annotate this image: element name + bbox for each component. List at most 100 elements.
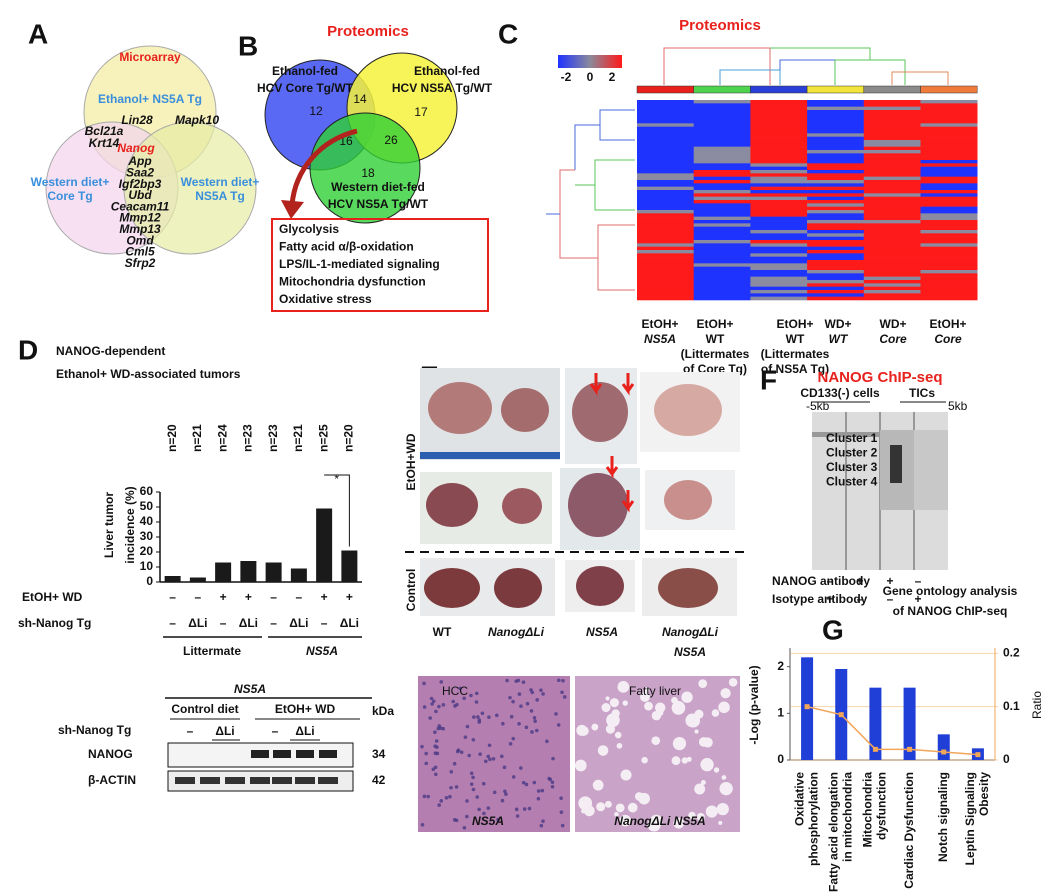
y-axis-label: Liver tumor <box>102 492 116 558</box>
x-tick-label: in mitochondria <box>840 772 854 862</box>
heatmap-cell <box>693 226 751 231</box>
panel-title: NANOG-dependent <box>56 344 165 358</box>
heatmap-cell <box>920 136 978 141</box>
condition-mark: + <box>826 592 833 606</box>
genotype-label: NS5A <box>586 625 618 639</box>
heatmap-cell <box>750 100 808 104</box>
heatmap-cell <box>637 103 694 107</box>
gene: App <box>127 154 151 168</box>
liver <box>428 382 492 434</box>
heatmap-cell <box>750 193 808 197</box>
panel-title: Proteomics <box>327 23 409 40</box>
heatmap-cell <box>637 220 694 224</box>
heatmap-cell <box>637 120 694 124</box>
heatmap-cell <box>637 243 694 247</box>
nucleus <box>474 691 479 696</box>
panel-title: Proteomics <box>679 17 761 34</box>
heatmap-cell <box>637 276 694 281</box>
nucleus <box>476 715 480 719</box>
heatmap-cell <box>637 183 694 187</box>
heatmap-cell <box>863 143 921 147</box>
significance: * <box>334 472 339 486</box>
bar <box>215 562 232 582</box>
heatmap-cell <box>920 270 978 274</box>
nucleus <box>463 735 468 739</box>
nucleus <box>448 794 452 799</box>
y2-tick-label: 0 <box>1003 752 1010 766</box>
heatmap-cell <box>863 113 921 117</box>
vacuole <box>654 702 666 713</box>
heatmap-cell <box>920 226 978 231</box>
vacuole <box>620 769 632 781</box>
y-tick-label: 60 <box>140 484 154 498</box>
gene: Saa2 <box>126 165 154 179</box>
heatmap-cell <box>863 256 921 261</box>
heatmap-cell <box>920 210 978 214</box>
heatmap-cell <box>920 163 978 167</box>
nucleus <box>550 780 555 785</box>
heatmap-cell <box>920 106 978 111</box>
nucleus <box>539 823 544 828</box>
heatmap-cell <box>637 253 694 257</box>
heatmap-cell <box>807 226 865 231</box>
heatmap-cell <box>863 110 921 114</box>
nucleus <box>535 698 539 702</box>
bar <box>937 734 950 760</box>
heatmap-cell <box>807 103 865 107</box>
nucleus <box>519 704 523 708</box>
panel-letter: A <box>28 18 48 49</box>
heatmap-cell <box>863 106 921 111</box>
vacuole <box>605 696 610 701</box>
heatmap-cell <box>693 260 751 264</box>
heatmap-cell <box>750 126 808 131</box>
heatmap-cell <box>637 256 694 261</box>
heatmap-cell <box>637 140 694 144</box>
heatmap-cell <box>693 236 751 241</box>
gene: Mapk10 <box>175 113 219 127</box>
heatmap-cell <box>920 180 978 184</box>
condition-mark: ΔLi <box>289 616 308 630</box>
heatmap-cell <box>920 173 978 177</box>
heatmap-cell <box>637 216 694 221</box>
condition-mark: – <box>857 592 864 606</box>
heatmap-cell <box>807 190 865 194</box>
heatmap-cell <box>637 280 694 284</box>
heatmap-cell <box>920 156 978 161</box>
condition-mark: – <box>169 616 176 630</box>
nucleus <box>492 790 497 795</box>
heatmap-cell <box>807 116 865 121</box>
nucleus <box>517 721 521 726</box>
heatmap-cell <box>693 180 751 184</box>
condition-mark: – <box>321 616 328 630</box>
heatmap-cell <box>807 106 865 111</box>
nucleus <box>439 680 444 684</box>
heatmap-cell <box>693 150 751 154</box>
row-label: sh-Nanog Tg <box>58 723 131 737</box>
heatmap-cell <box>807 170 865 174</box>
band <box>225 777 245 784</box>
heatmap-cell <box>637 160 694 164</box>
nucleus <box>556 723 561 727</box>
nucleus <box>536 796 541 801</box>
nucleus <box>511 699 515 704</box>
heatmap-cell <box>750 256 808 261</box>
heatmap-cell <box>693 123 751 127</box>
arrowhead <box>281 200 304 219</box>
heatmap-cell <box>693 103 751 107</box>
y-axis-label: -Log (p-value) <box>747 665 761 744</box>
nucleus <box>431 767 436 772</box>
vacuole <box>702 737 713 748</box>
bar <box>265 562 282 582</box>
heatmap-cell <box>693 230 751 234</box>
heatmap-cell <box>750 110 808 114</box>
condition-mark: ΔLi <box>239 616 258 630</box>
nucleus <box>433 730 437 734</box>
bar <box>290 568 307 582</box>
heatmap-cell <box>693 163 751 167</box>
heatmap-cell <box>807 120 865 124</box>
heatmap-cell <box>750 180 808 184</box>
nucleus <box>433 751 438 756</box>
heatmap-cell <box>637 283 694 287</box>
y-tick-label: 0 <box>146 574 153 588</box>
nucleus <box>561 678 565 683</box>
